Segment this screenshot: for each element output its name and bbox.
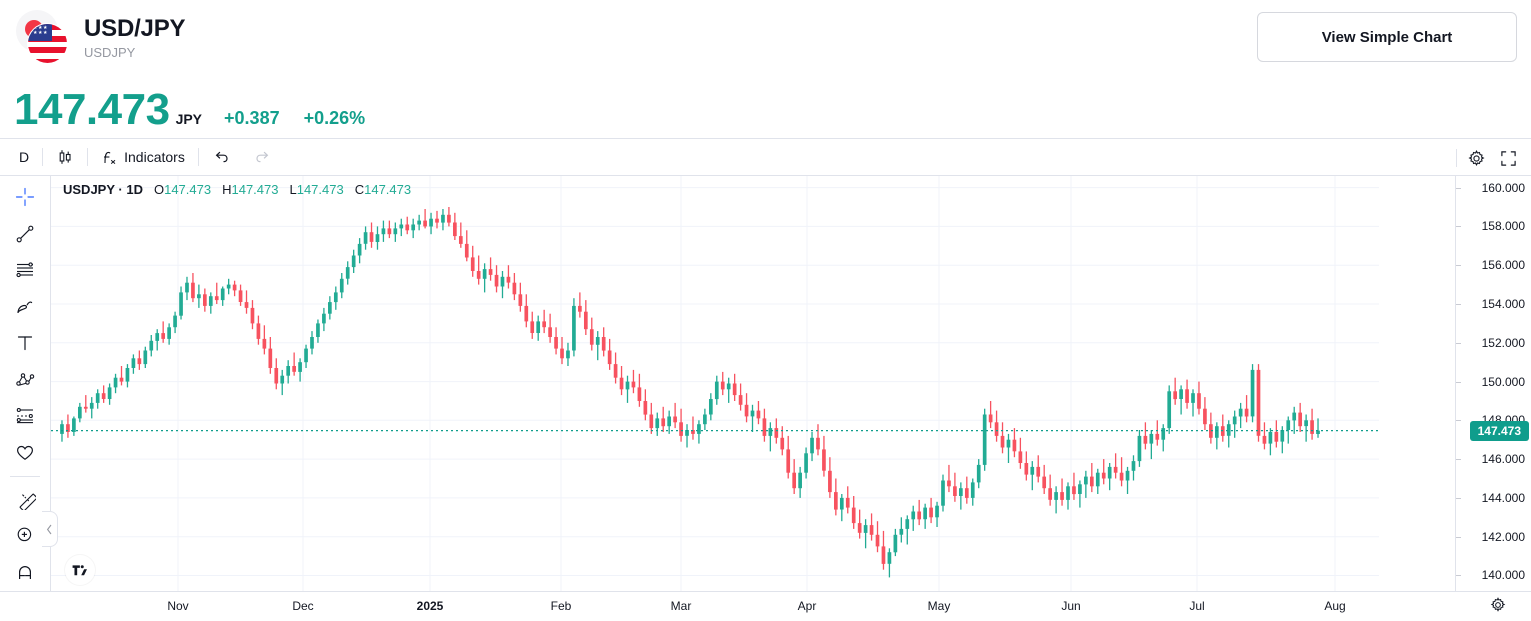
price-scale-tick [1456,265,1461,267]
time-scale-label: Apr [797,599,817,613]
price-scale-label: 152.000 [1481,335,1525,350]
symbol-block: ★★★ ★★★ USD/JPY USDJPY [14,10,186,66]
toolbar-divider [87,148,89,166]
time-scale[interactable]: Nov Dec 2025 Feb Mar Apr May Jun Jul Aug [0,591,1531,620]
quote-row: 147.473 JPY +0.387 +0.26% [0,76,1531,138]
zoom-in-icon[interactable] [6,518,44,552]
price-scale-tick [1456,420,1461,422]
toolbar-right-group [1454,139,1523,177]
toolbar-divider [197,148,199,166]
chart-area: USDJPY · 1D O147.473 H147.473 L147.473 C… [0,176,1531,591]
redo-arrow-icon [253,148,272,167]
redo-button[interactable] [242,142,283,172]
chart-toolbar: D Indicators [0,138,1531,176]
price-scale-label: 146.000 [1481,452,1525,467]
price-scale-label: 140.000 [1481,568,1525,583]
currency-label: JPY [175,111,203,127]
price-scale-tick [1456,303,1461,305]
view-simple-chart-button[interactable]: View Simple Chart [1257,12,1517,62]
drawing-toolbar [0,176,58,591]
toolbar-divider [10,475,40,477]
time-scale-label: Dec [292,599,314,613]
time-scale-label: Jul [1189,599,1205,613]
fullscreen-button[interactable] [1493,143,1523,173]
horizontal-lines-icon[interactable] [6,253,44,287]
page-title: USD/JPY [84,15,186,42]
patterns-icon[interactable] [6,362,44,396]
price-scale-tick [1456,381,1461,383]
legend-low-value: 147.473 [296,182,344,197]
legend-open-key: O [153,182,165,197]
text-icon[interactable] [6,326,44,360]
legend-high-value: 147.473 [231,182,279,197]
price-change-percent: +0.26% [303,108,366,128]
symbol-ticker: USDJPY [84,45,136,60]
price-scale-tick [1456,342,1461,344]
price-scale-tick [1456,459,1461,461]
indicators-label: Indicators [124,149,185,165]
chevron-left-icon [46,524,52,534]
heart-icon[interactable] [6,435,44,469]
time-scale-label: 2025 [416,599,444,613]
indicators-button[interactable]: Indicators [90,142,196,172]
usa-flag-icon: ★★★ ★★★ [27,23,68,64]
toolbar-divider [42,148,44,166]
symbol-text: USD/JPY USDJPY [84,15,186,61]
price-scale-tick [1456,187,1461,189]
price-scale-tick [1456,226,1461,228]
price-scale-label: 158.000 [1481,219,1525,234]
undo-button[interactable] [201,142,242,172]
time-scale-label: Mar [670,599,692,613]
crosshair-icon[interactable] [6,180,44,214]
chart-type-button[interactable] [45,142,85,172]
price-scale-label: 156.000 [1481,258,1525,273]
tradingview-logo-icon [65,555,95,585]
chart-settings-button[interactable] [1461,143,1491,173]
fullscreen-icon [1500,150,1517,167]
time-scale-label: Nov [167,599,189,613]
legend-low-key: L [289,182,297,197]
gear-icon [1490,597,1506,612]
magnet-icon[interactable] [6,555,44,589]
brush-icon[interactable] [6,289,44,323]
fx-icon [101,149,118,166]
legend-close-value: 147.473 [364,182,412,197]
trend-line-icon[interactable] [6,216,44,250]
current-price-badge[interactable]: 147.473 [1469,420,1529,441]
price-scale-tick [1456,536,1461,538]
page-header: ★★★ ★★★ USD/JPY USDJPY View Simple Chart [0,0,1531,76]
gear-icon [1467,149,1486,168]
price-scale[interactable]: 140.000142.000144.000146.000148.000150.0… [1455,176,1531,591]
chart-plot[interactable]: USDJPY · 1D O147.473 H147.473 L147.473 C… [51,176,1531,591]
interval-selector[interactable]: D [8,142,40,172]
undo-arrow-icon [212,148,231,167]
price-scale-label: 144.000 [1481,490,1525,505]
time-scale-settings-button[interactable] [1489,596,1509,616]
price-scale-label: 150.000 [1481,374,1525,389]
candlestick-series[interactable] [51,176,1455,591]
collapse-toolbar-button[interactable] [42,511,58,547]
prediction-icon[interactable] [6,399,44,433]
price-change: +0.387 [224,108,280,128]
candlestick-icon [56,148,74,166]
legend-high-key: H [222,182,232,197]
price-scale-label: 142.000 [1481,529,1525,544]
legend-symbol: USDJPY · 1D [63,182,143,197]
chart-legend: USDJPY · 1D O147.473 H147.473 L147.473 C… [63,182,411,197]
interval-label: D [19,149,30,165]
price-scale-label: 160.000 [1481,180,1525,195]
toolbar-divider [1456,149,1457,167]
time-scale-label: Feb [550,599,572,613]
usd-jpy-flag-icon: ★★★ ★★★ [14,10,70,66]
legend-close-key: C [354,182,365,197]
time-scale-label: Jun [1061,599,1081,613]
time-scale-label: Aug [1324,599,1346,613]
price-scale-tick [1456,497,1461,499]
price-scale-label: 154.000 [1481,296,1525,311]
time-scale-label: May [927,599,951,613]
legend-open-value: 147.473 [164,182,212,197]
last-price: 147.473 [14,85,170,134]
measure-icon[interactable] [6,482,44,516]
price-scale-tick [1456,575,1461,577]
